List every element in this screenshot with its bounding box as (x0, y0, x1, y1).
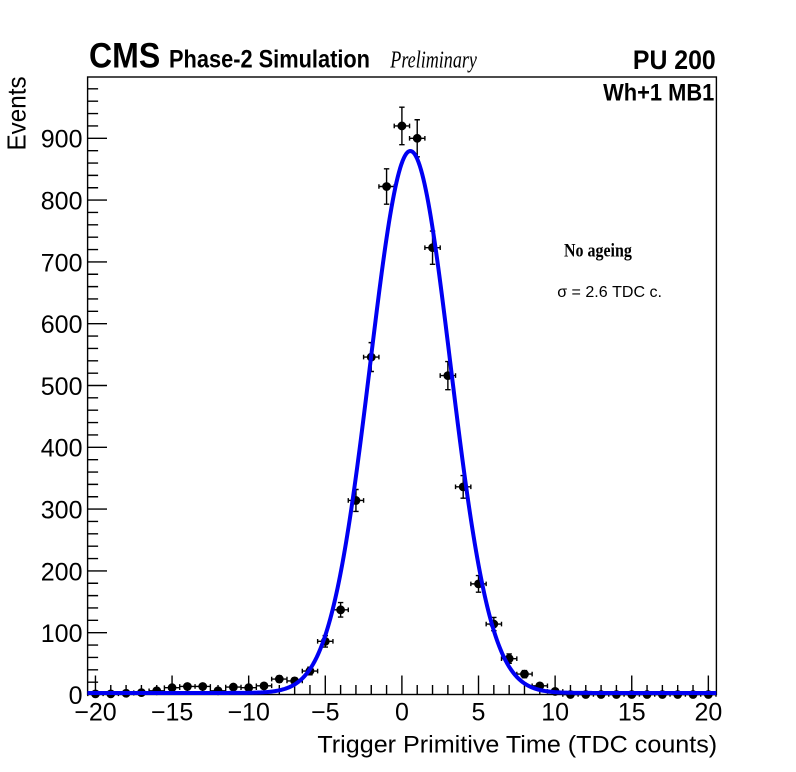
svg-text:Wh+1 MB1: Wh+1 MB1 (603, 79, 714, 106)
svg-text:20: 20 (694, 699, 722, 727)
svg-text:500: 500 (41, 373, 83, 401)
svg-text:σ = 2.6 TDC c.: σ = 2.6 TDC c. (557, 284, 662, 301)
svg-text:Phase-2 Simulation: Phase-2 Simulation (169, 46, 370, 74)
svg-text:−10: −10 (227, 699, 269, 727)
svg-text:700: 700 (41, 249, 83, 277)
svg-text:CMS: CMS (89, 37, 160, 76)
svg-text:0: 0 (69, 682, 83, 710)
svg-text:100: 100 (41, 620, 83, 648)
svg-text:900: 900 (41, 126, 83, 154)
svg-text:15: 15 (618, 699, 646, 727)
svg-text:10: 10 (541, 699, 569, 727)
svg-text:Events: Events (2, 76, 32, 150)
svg-text:600: 600 (41, 311, 83, 339)
svg-text:−15: −15 (151, 699, 193, 727)
svg-text:No ageing: No ageing (564, 241, 632, 262)
svg-text:300: 300 (41, 497, 83, 525)
svg-text:200: 200 (41, 558, 83, 586)
svg-text:Trigger Primitive Time (TDC co: Trigger Primitive Time (TDC counts) (317, 732, 717, 759)
svg-text:5: 5 (472, 699, 486, 727)
svg-text:0: 0 (395, 699, 409, 727)
svg-text:−20: −20 (74, 699, 116, 727)
svg-text:−5: −5 (311, 699, 340, 727)
svg-text:800: 800 (41, 188, 83, 216)
svg-text:PU 200: PU 200 (633, 45, 716, 75)
svg-text:400: 400 (41, 435, 83, 463)
svg-text:Preliminary: Preliminary (390, 48, 478, 74)
